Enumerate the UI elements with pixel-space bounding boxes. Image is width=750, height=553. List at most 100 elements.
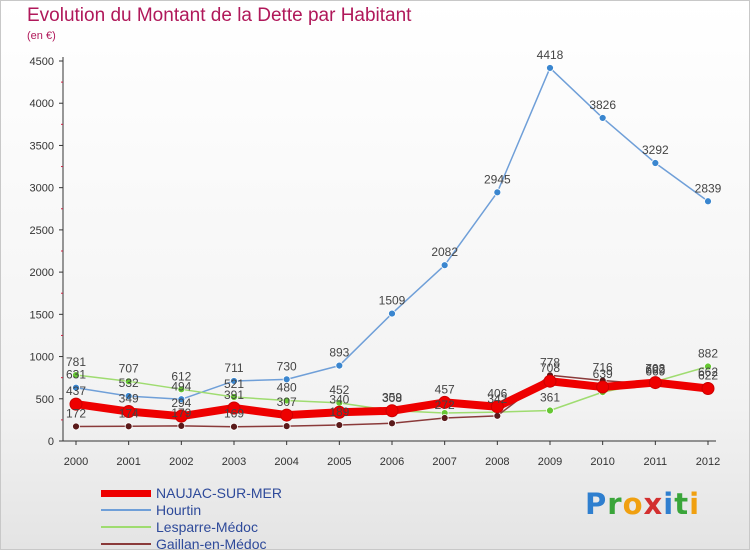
data-label-hourtin: 730 bbox=[277, 359, 297, 373]
data-point-hourtin bbox=[72, 383, 80, 392]
data-label-lesparre-medoc: 703 bbox=[645, 362, 665, 376]
legend-swatch bbox=[101, 526, 151, 528]
data-label-lesparre-medoc: 342 bbox=[487, 392, 507, 406]
data-label-gaillan-en-medoc: 179 bbox=[171, 406, 191, 420]
series-line-hourtin bbox=[75, 67, 709, 401]
data-point-gaillan-en-medoc bbox=[388, 419, 396, 428]
legend-label: NAUJAC-SUR-MER bbox=[156, 485, 282, 501]
chart-subtitle: (en €) bbox=[27, 30, 56, 42]
proxiti-logo: Proxiti bbox=[585, 487, 700, 521]
x-tick-label: 2012 bbox=[696, 456, 720, 468]
data-label-naujac-sur-mer: 307 bbox=[277, 395, 297, 409]
data-label-lesparre-medoc: 612 bbox=[171, 369, 191, 383]
data-label-naujac-sur-mer: 692 bbox=[645, 363, 665, 377]
data-label-gaillan-en-medoc: 662 bbox=[698, 365, 718, 379]
data-label-naujac-sur-mer: 437 bbox=[66, 384, 86, 398]
x-tick-label: 2002 bbox=[169, 456, 193, 468]
legend-label: Lesparre-Médoc bbox=[156, 519, 258, 535]
data-label-lesparre-medoc: 361 bbox=[540, 391, 560, 405]
x-tick-label: 2010 bbox=[590, 456, 614, 468]
data-label-gaillan-en-medoc: 716 bbox=[593, 361, 613, 375]
data-point-naujac-sur-mer bbox=[596, 380, 610, 394]
data-label-lesparre-medoc: 781 bbox=[66, 355, 86, 369]
data-point-gaillan-en-medoc bbox=[72, 422, 80, 431]
legend-swatch bbox=[101, 489, 151, 497]
data-label-hourtin: 711 bbox=[224, 361, 243, 375]
y-tick-label: 2500 bbox=[30, 225, 54, 237]
data-label-naujac-sur-mer: 308 bbox=[382, 391, 402, 405]
data-label-hourtin: 631 bbox=[66, 368, 86, 382]
data-point-lesparre-medoc bbox=[282, 396, 291, 405]
data-label-gaillan-en-medoc: 189 bbox=[329, 405, 349, 419]
y-tick-label: 0 bbox=[48, 436, 54, 448]
data-label-gaillan-en-medoc: 172 bbox=[66, 406, 86, 420]
logo-letter: i bbox=[689, 487, 701, 521]
data-point-hourtin bbox=[704, 197, 712, 206]
x-tick-label: 2005 bbox=[327, 456, 351, 468]
x-tick-label: 2009 bbox=[538, 456, 562, 468]
data-label-hourtin: 4418 bbox=[537, 48, 564, 62]
data-label-hourtin: 494 bbox=[171, 379, 191, 393]
logo-letter: i bbox=[663, 487, 675, 521]
data-label-gaillan-en-medoc: 272 bbox=[435, 398, 455, 412]
x-tick-label: 2003 bbox=[222, 456, 246, 468]
data-label-lesparre-medoc: 359 bbox=[382, 391, 402, 405]
data-point-lesparre-medoc bbox=[177, 385, 186, 394]
data-label-gaillan-en-medoc: 778 bbox=[540, 355, 560, 369]
data-label-hourtin: 532 bbox=[119, 376, 139, 390]
data-point-hourtin bbox=[388, 309, 396, 318]
data-label-hourtin: 893 bbox=[329, 346, 349, 360]
data-point-gaillan-en-medoc bbox=[282, 422, 291, 431]
data-point-lesparre-medoc bbox=[124, 377, 133, 386]
data-label-lesparre-medoc: 480 bbox=[277, 380, 297, 394]
logo-letter: t bbox=[674, 487, 690, 521]
y-tick-label: 1000 bbox=[30, 352, 54, 364]
data-label-naujac-sur-mer: 622 bbox=[698, 368, 718, 382]
data-label-naujac-sur-mer: 639 bbox=[593, 367, 613, 381]
data-point-gaillan-en-medoc bbox=[493, 411, 502, 420]
data-label-naujac-sur-mer: 349 bbox=[119, 392, 139, 406]
legend-swatch bbox=[101, 509, 151, 511]
data-point-gaillan-en-medoc bbox=[230, 422, 238, 431]
data-label-naujac-sur-mer: 708 bbox=[540, 361, 560, 375]
x-tick-label: 2007 bbox=[432, 456, 456, 468]
data-point-lesparre-medoc bbox=[230, 393, 238, 401]
data-label-gaillan-en-medoc: 174 bbox=[119, 406, 139, 420]
logo-letter: r bbox=[607, 487, 623, 521]
data-point-naujac-sur-mer bbox=[174, 409, 188, 423]
legend-label: Hourtin bbox=[156, 502, 202, 518]
data-point-naujac-sur-mer bbox=[280, 408, 294, 422]
y-tick-label: 4000 bbox=[30, 98, 54, 110]
data-point-naujac-sur-mer bbox=[332, 405, 346, 419]
data-label-gaillan-en-medoc: 169 bbox=[224, 407, 244, 421]
data-label-naujac-sur-mer: 340 bbox=[329, 392, 349, 406]
data-label-naujac-sur-mer: 406 bbox=[487, 387, 507, 401]
y-tick-label: 3000 bbox=[30, 183, 54, 195]
data-label-hourtin: 2945 bbox=[484, 172, 511, 186]
data-point-naujac-sur-mer bbox=[543, 374, 557, 388]
data-point-hourtin bbox=[282, 375, 291, 384]
data-point-hourtin bbox=[335, 361, 344, 370]
data-point-naujac-sur-mer bbox=[69, 397, 83, 411]
data-point-gaillan-en-medoc bbox=[440, 414, 449, 422]
logo-letter: x bbox=[643, 487, 664, 521]
y-tick-label: 1500 bbox=[30, 309, 54, 321]
x-tick-label: 2008 bbox=[485, 456, 509, 468]
data-point-hourtin bbox=[230, 377, 238, 385]
data-point-hourtin bbox=[177, 395, 186, 404]
y-tick-label: 2000 bbox=[30, 267, 54, 279]
data-point-gaillan-en-medoc bbox=[335, 421, 344, 429]
data-point-hourtin bbox=[440, 261, 449, 270]
legend-label: Gaillan-en-Médoc bbox=[156, 536, 267, 552]
chart-title: Evolution du Montant de la Dette par Hab… bbox=[27, 5, 412, 26]
logo-letter: o bbox=[622, 487, 644, 521]
x-tick-label: 2000 bbox=[64, 456, 88, 468]
data-point-naujac-sur-mer bbox=[490, 400, 504, 414]
data-label-naujac-sur-mer: 457 bbox=[435, 382, 455, 396]
legend-swatch bbox=[101, 543, 151, 545]
x-tick-label: 2011 bbox=[644, 456, 668, 468]
data-point-hourtin bbox=[493, 188, 502, 197]
data-label-hourtin: 2839 bbox=[695, 181, 722, 195]
